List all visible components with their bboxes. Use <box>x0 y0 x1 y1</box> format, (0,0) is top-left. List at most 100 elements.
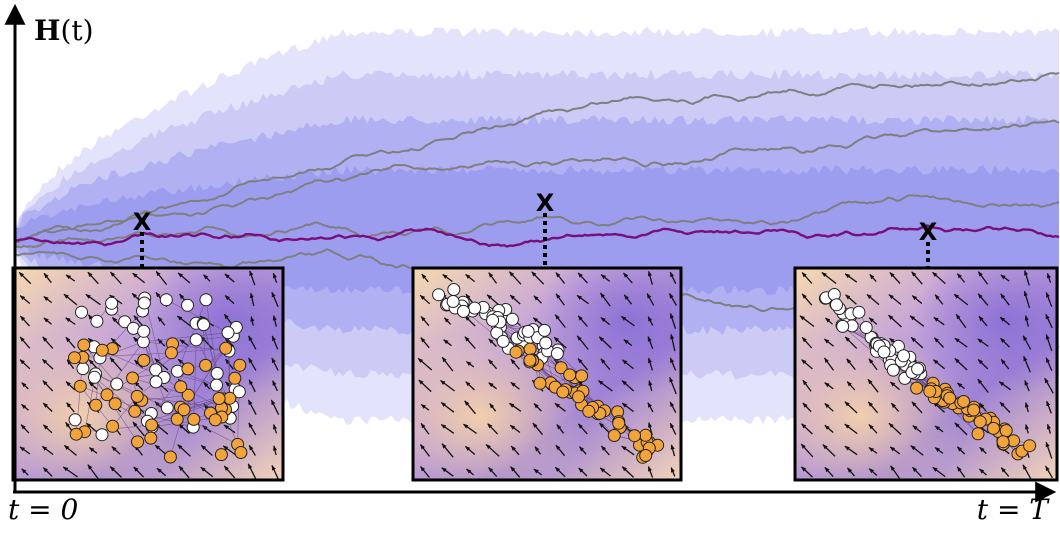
snapshot-marker-1: X <box>133 208 152 268</box>
white-node <box>160 401 174 415</box>
white-node <box>550 347 564 361</box>
orange-node <box>957 395 971 408</box>
marker-x-glyph: X <box>133 208 152 236</box>
orange-node <box>612 416 626 430</box>
white-node <box>197 318 211 332</box>
snapshot-1 <box>11 266 285 482</box>
orange-node <box>234 446 248 459</box>
orange-node <box>533 376 547 390</box>
white-node <box>159 293 173 307</box>
orange-node <box>554 361 568 375</box>
white-node <box>75 305 88 319</box>
orange-node <box>607 429 621 442</box>
orange-node <box>639 449 653 462</box>
orange-node <box>77 338 91 352</box>
sample-path-1 <box>14 72 1060 242</box>
orange-node <box>95 343 109 357</box>
white-node <box>447 283 461 296</box>
white-node <box>859 321 873 334</box>
orange-node <box>177 403 191 417</box>
inset-frame <box>11 266 285 482</box>
orange-node <box>108 397 122 411</box>
orange-node <box>228 371 242 385</box>
orange-node <box>187 412 201 426</box>
sample-path-3 <box>14 194 1060 249</box>
white-node <box>137 324 151 338</box>
orange-node <box>181 388 195 402</box>
orange-node <box>987 421 1000 435</box>
white-node <box>468 301 482 315</box>
white-node <box>118 315 132 329</box>
white-node <box>886 363 900 377</box>
orange-node <box>174 380 188 394</box>
white-node <box>76 362 90 376</box>
white-node <box>457 304 470 318</box>
orange-node <box>69 427 83 441</box>
white-node <box>521 324 535 338</box>
white-node <box>852 305 866 319</box>
inset-frame <box>793 266 1059 482</box>
white-node <box>90 314 104 328</box>
snapshot-marker-3: X <box>919 218 938 268</box>
orange-node <box>523 353 537 367</box>
orange-node <box>628 429 641 443</box>
orange-node <box>214 448 228 462</box>
orange-node <box>163 450 177 464</box>
snapshot-2 <box>411 266 683 482</box>
white-node <box>836 319 850 333</box>
snapshot-marker-2: X <box>536 189 555 268</box>
orange-node <box>131 435 144 449</box>
orange-node <box>910 381 924 395</box>
orange-node <box>575 369 589 383</box>
orange-node <box>130 389 144 403</box>
snapshot-3 <box>793 266 1059 482</box>
white-node <box>105 296 119 310</box>
white-node <box>911 362 925 376</box>
marker-x-glyph: X <box>536 189 555 217</box>
white-node <box>199 293 213 307</box>
white-node <box>189 333 203 347</box>
orange-node <box>967 403 981 417</box>
orange-node <box>639 428 653 442</box>
snapshot-markers: X X X <box>133 189 938 268</box>
orange-node <box>572 390 585 404</box>
orange-node <box>170 412 184 426</box>
white-node <box>181 298 194 312</box>
inset-frame <box>411 266 683 482</box>
orange-node <box>523 342 537 356</box>
x-axis-end-label: t = T <box>976 493 1048 526</box>
white-node <box>88 370 101 384</box>
orange-node <box>973 415 987 429</box>
main-trajectory <box>14 224 1060 248</box>
orange-node <box>223 391 237 405</box>
marker-x-glyph: X <box>919 218 938 246</box>
orange-node <box>943 391 957 405</box>
x-axis-start-label: t = 0 <box>8 493 79 526</box>
white-node <box>210 378 223 392</box>
orange-node <box>509 345 523 359</box>
orange-node <box>556 385 570 399</box>
sample-path-2 <box>14 119 1060 244</box>
snapshot-insets <box>11 266 1059 482</box>
orange-node <box>128 404 142 418</box>
orange-node <box>181 362 195 376</box>
orange-node <box>996 435 1010 449</box>
orange-node <box>164 346 178 360</box>
white-node <box>496 334 510 348</box>
white-node <box>897 349 911 363</box>
white-node <box>538 323 551 337</box>
white-node <box>446 295 460 308</box>
orange-node <box>582 404 596 418</box>
orange-node <box>145 418 159 432</box>
orange-node <box>923 384 937 398</box>
white-node <box>505 312 519 326</box>
orange-node <box>1023 439 1037 453</box>
white-node <box>486 313 500 327</box>
graph-nodes <box>432 283 665 464</box>
white-node <box>232 385 246 399</box>
orange-node <box>563 368 577 382</box>
orange-node <box>137 353 151 367</box>
white-node <box>137 296 151 310</box>
white-node <box>539 336 553 350</box>
